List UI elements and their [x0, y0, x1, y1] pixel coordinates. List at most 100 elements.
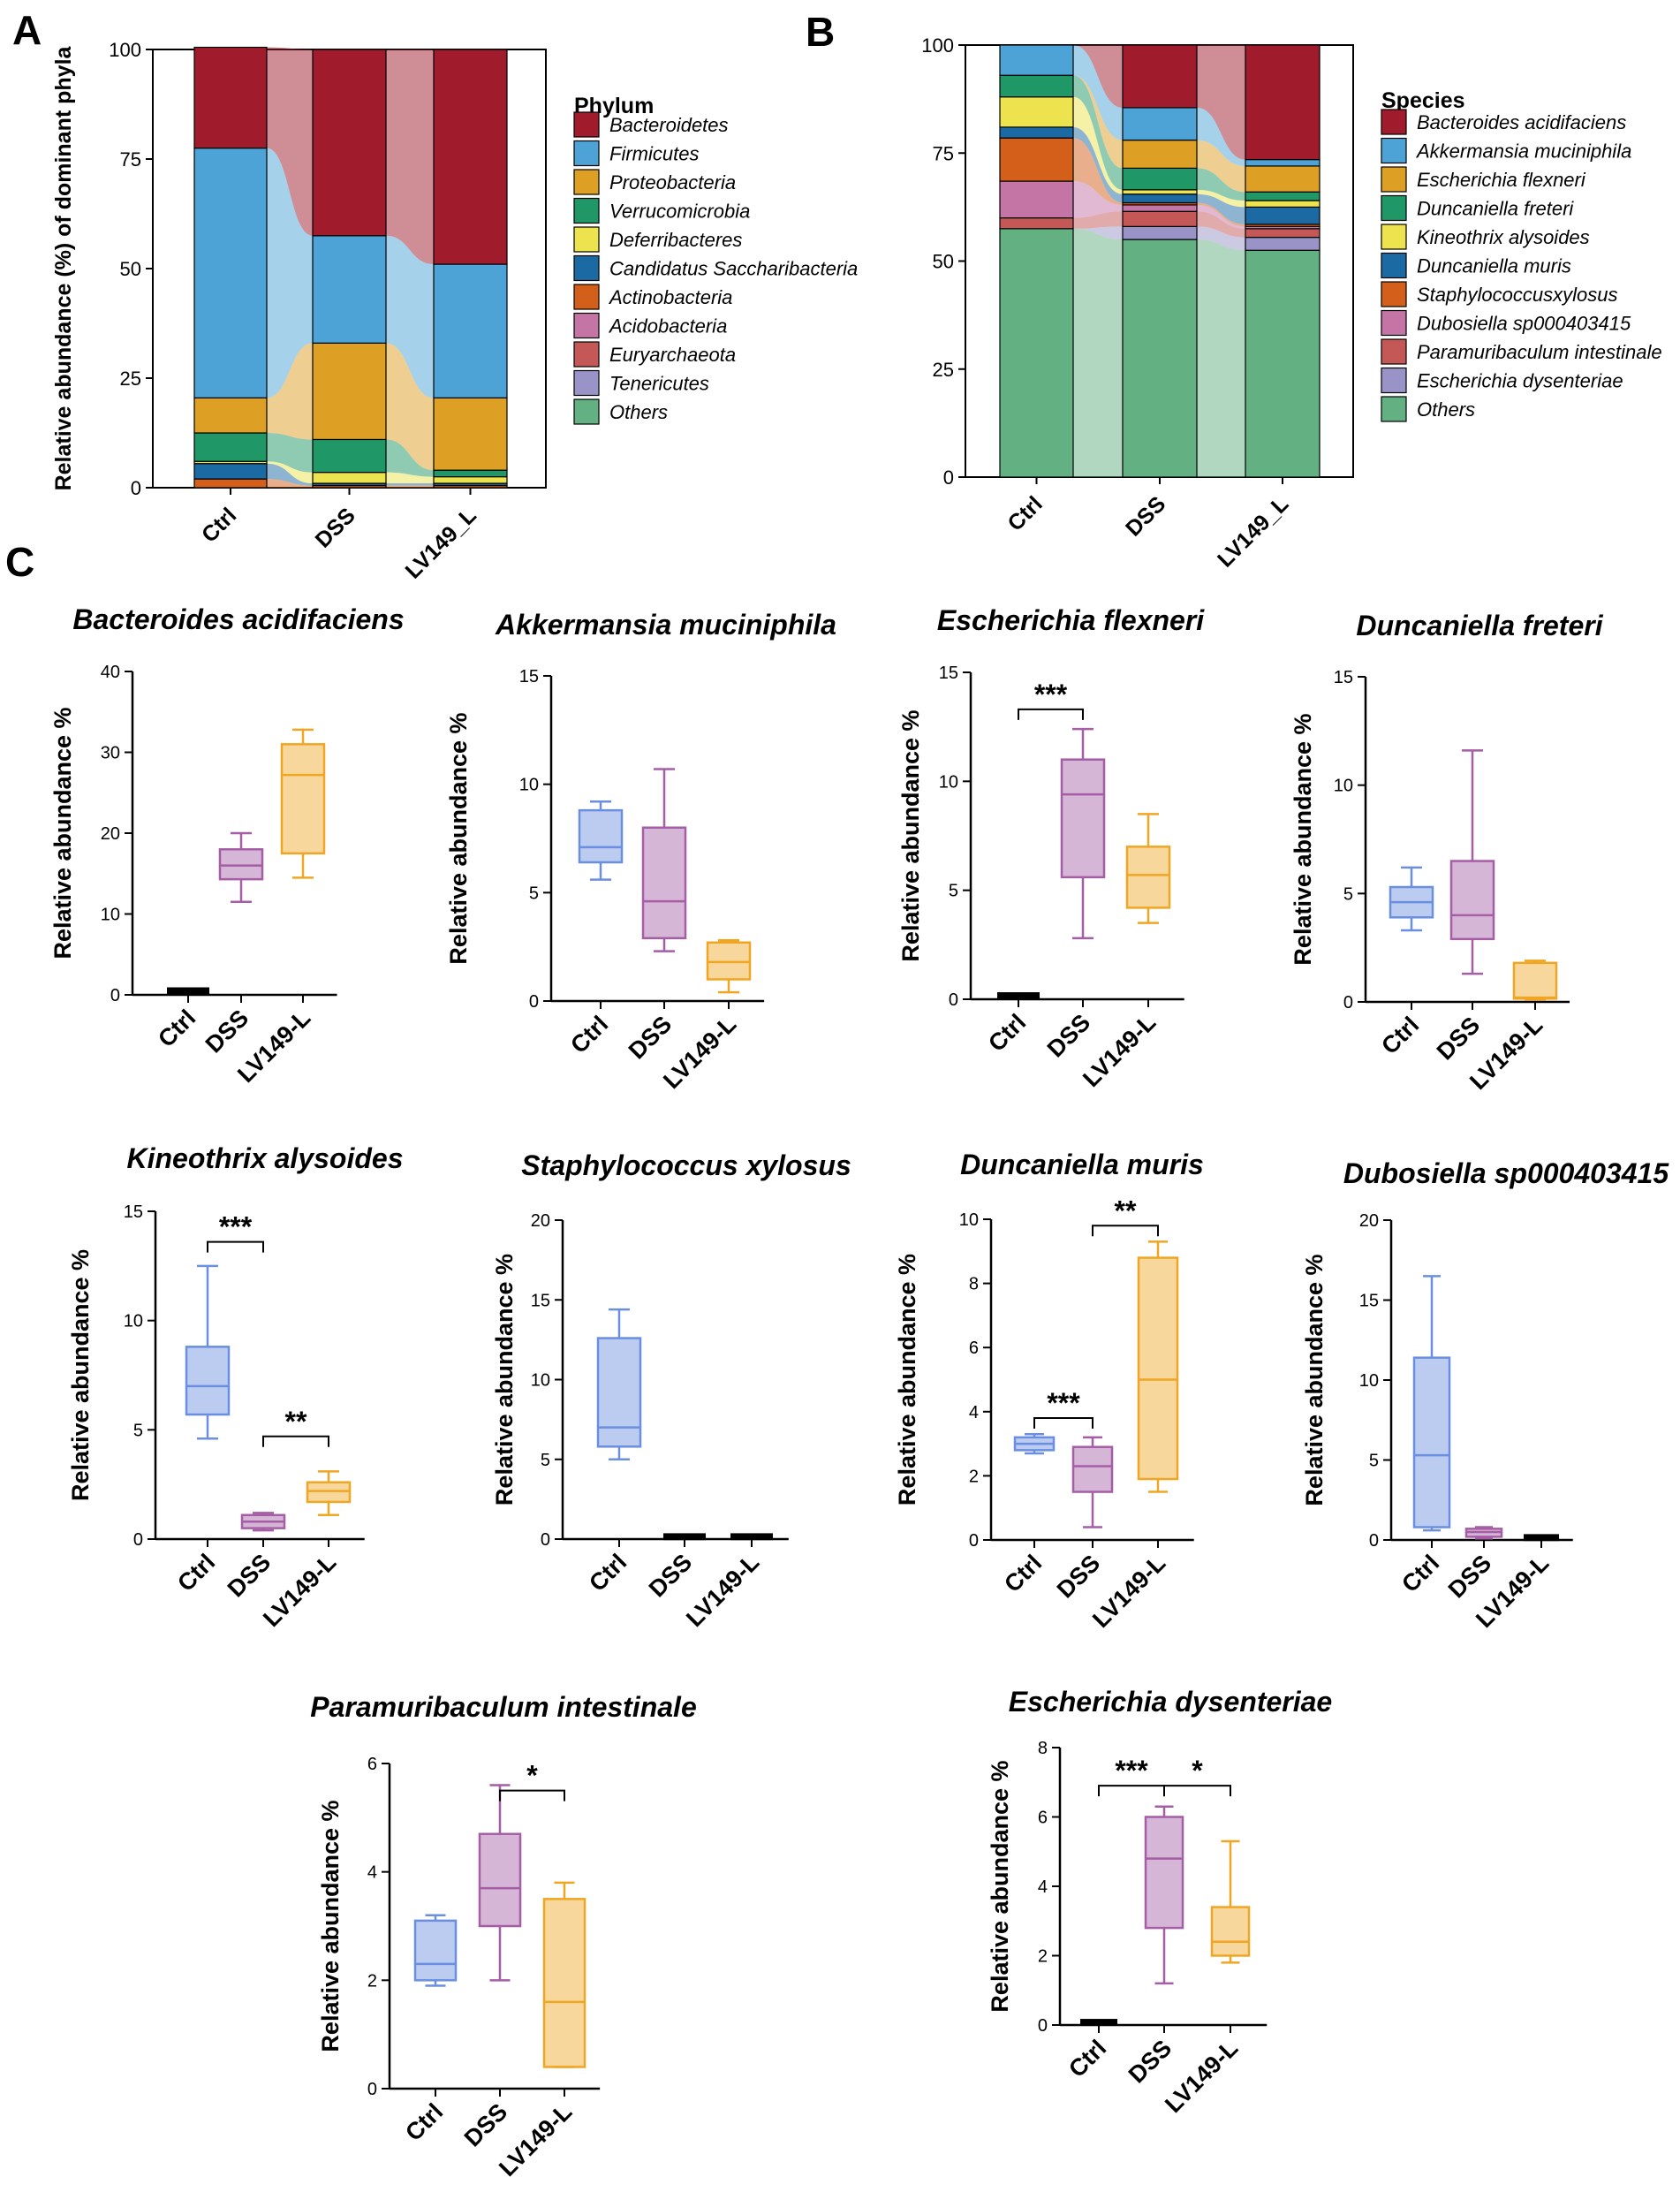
bar-segment-actinobacteria-ctrl [193, 478, 268, 489]
bar-segment-proteobacteria-dss [312, 342, 387, 441]
box-lv149-l [306, 1470, 352, 1517]
flow-band-proteobacteria [267, 343, 313, 440]
boxplot-duncaniella-freteri: Duncaniella freteri 0 5 10 15 Relative abunda… [1290, 610, 1604, 1095]
significance-label: ** [1115, 1195, 1137, 1226]
legend-label-escherichia-flexneri: Escherichia flexneri [1417, 169, 1586, 191]
y-tick-label: 10 [959, 1210, 979, 1230]
legend-label-proteobacteria: Proteobacteria [609, 171, 736, 193]
bar-segment-verrucomicrobia-lv149-l [433, 469, 508, 478]
category-label-dss: DSS [223, 1549, 276, 1602]
category-label-lv149-l: LV149-L [494, 2098, 577, 2181]
flow-band-kineothrix-alysoides [1073, 96, 1123, 194]
box-dss [478, 1784, 522, 1982]
legend-title: Species [1381, 88, 1465, 113]
y-tick-label: 0 [1343, 993, 1353, 1013]
significance-label: *** [1047, 1387, 1080, 1419]
box-ctrl [1080, 2019, 1117, 2027]
box-lv149-l [1512, 959, 1558, 1001]
bar-segment-firmicutes-dss [312, 235, 387, 344]
bar-segment-bacteroides-acidifaciens-lv149-l [1245, 44, 1321, 161]
category-label-dss: DSS [201, 1005, 254, 1058]
box-dss [641, 768, 687, 952]
legend-swatch-dubosiella-sp000403415 [1381, 309, 1407, 337]
significance-bracket [1033, 1417, 1094, 1430]
legend-swatch-others [1381, 396, 1407, 422]
category-label-dss: DSS [644, 1549, 697, 1602]
y-tick-label: 4 [969, 1403, 979, 1422]
legend-label-staphylococcusxylosus: Staphylococcusxylosus [1417, 284, 1617, 306]
flow-band-escherichia-dysenteriae [1197, 226, 1245, 251]
box-ctrl [413, 1914, 458, 1987]
category-label-ctrl: Ctrl [1003, 491, 1047, 535]
box-body [280, 743, 326, 855]
significance-label: * [1192, 1755, 1203, 1786]
box-dss [1060, 727, 1106, 940]
bar-segment-duncaniella-freteri-ctrl [999, 74, 1074, 98]
box-body [1060, 758, 1106, 879]
significance-bracket [207, 1240, 264, 1253]
y-tick-label: 25 [933, 359, 954, 381]
category-label-lv149-l: LV149-L [1078, 1009, 1161, 1092]
box-body [218, 848, 264, 881]
y-tick-label: 75 [933, 142, 954, 164]
panel-title: Duncaniella muris [960, 1149, 1204, 1180]
legend-swatch-firmicutes [573, 140, 600, 167]
box-body [478, 1832, 522, 1928]
y-tick-label: 0 [367, 2080, 377, 2099]
box-body [167, 987, 209, 996]
flow-band-actinobacteria [267, 479, 313, 488]
panel-title: Duncaniella freteri [1356, 610, 1603, 641]
bar-segment-bacteroidetes-ctrl [193, 46, 268, 149]
significance-bracket [262, 1435, 329, 1447]
y-tick-label: 5 [541, 1451, 550, 1470]
y-tick-label: 2 [969, 1467, 979, 1486]
panel-title: Dubosiella sp000403415 [1343, 1157, 1669, 1189]
category-label-lv149-l: LV149-L [258, 1549, 341, 1632]
y-tick-label: 15 [1334, 668, 1353, 687]
box-body [1125, 846, 1171, 909]
flow-band-verrucomicrobia [386, 439, 434, 477]
legend-swatch-bacteroidetes [573, 111, 600, 138]
box-body [997, 992, 1040, 1000]
flow-band-escherichia-flexneri [1197, 140, 1245, 193]
box-body [1144, 1816, 1184, 1930]
legend-swatch-akkermansia-muciniphila [1381, 137, 1407, 164]
boxplot-escherichia-dysenteriae: Escherichia dysenteriae 0 2 4 6 8 Relative abu… [987, 1686, 1332, 2118]
panel-title: Akkermansia muciniphila [495, 609, 836, 641]
y-tick-label: 0 [133, 1530, 143, 1550]
y-tick-label: 20 [101, 824, 120, 844]
category-label-dss: DSS [624, 1011, 677, 1064]
bar-segment-proteobacteria-lv149-l [433, 397, 508, 471]
y-tick-label: 10 [531, 1371, 550, 1391]
panel-title: Kineothrix alysoides [127, 1142, 404, 1174]
panel-letter-b: B [806, 9, 835, 55]
bar-segment-dubosiella-sp000403415-dss [1122, 204, 1198, 212]
category-label-lv149-l: LV149_L [1213, 491, 1293, 572]
bar-segment-others-dss [1122, 239, 1198, 478]
y-tick-label: 0 [949, 990, 958, 1010]
bar-segment-paramuribaculum-intestinale-lv149-l [1245, 228, 1321, 239]
category-label-lv149-l: LV149-L [1087, 1550, 1170, 1633]
y-tick-label: 50 [120, 258, 141, 280]
boxplot-paramuribaculum-intestinale: Paramuribaculum intestinale 0 2 4 6 Relative … [310, 1691, 696, 2181]
bar-segment-kineothrix-alysoides-lv149-l [1245, 200, 1321, 208]
legend-label-candidatus-saccharibacteria: Candidatus Saccharibacteria [609, 258, 858, 280]
category-label-dss: DSS [459, 2098, 512, 2151]
y-tick-label: 10 [1359, 1371, 1379, 1391]
legend-label-dubosiella-sp000403415: Dubosiella sp000403415 [1417, 313, 1631, 335]
bar-segment-firmicutes-ctrl [193, 148, 268, 398]
y-tick-label: 15 [124, 1202, 143, 1222]
bar-segment-escherichia-dysenteriae-lv149-l [1245, 237, 1321, 251]
flow-band-deferribacteres [267, 461, 313, 484]
legend-swatch-euryarchaeota [573, 341, 600, 368]
y-tick-label: 10 [939, 772, 958, 792]
boxplot-kineothrix-alysoides: Kineothrix alysoides 0 5 10 15 Relative abund… [67, 1142, 403, 1632]
panel-title: Bacteroides acidifaciens [72, 603, 404, 635]
flow-band-bacteroidetes [267, 47, 313, 236]
panel-title: Escherichia flexneri [937, 604, 1205, 636]
legend-swatch-duncaniella-freteri [1381, 194, 1407, 222]
box-dss [663, 1533, 706, 1541]
y-tick-label: 10 [1334, 777, 1353, 796]
category-label-ctrl: Ctrl [153, 1005, 201, 1052]
legend-label-bacteroidetes: Bacteroidetes [609, 114, 729, 136]
